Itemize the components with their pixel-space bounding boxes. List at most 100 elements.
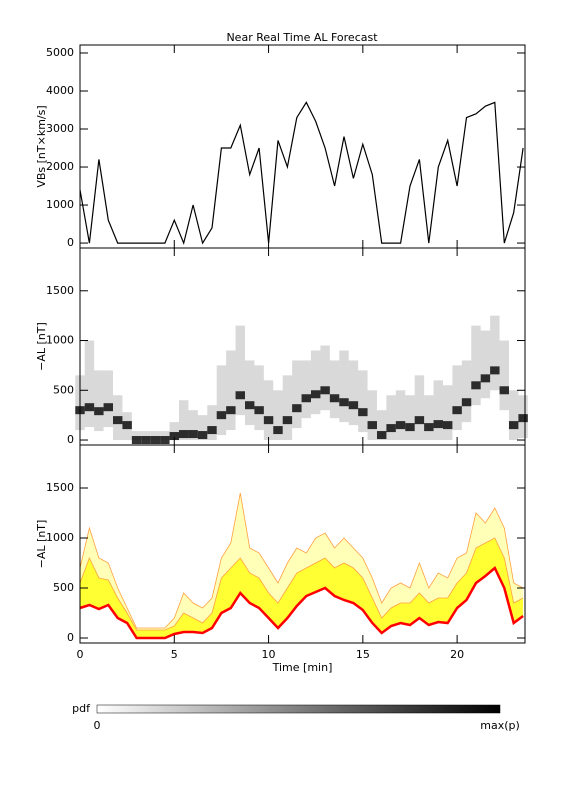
max-band [80,493,524,630]
y-tick-label: 2000 [46,160,74,173]
pdf-range [433,380,443,441]
pdf-range [348,360,359,426]
y-tick-label: 0 [67,433,74,446]
pdf-range [141,431,151,441]
pdf-mode [216,411,227,420]
y-tick-label: 0 [67,631,74,644]
pdf-range [178,400,189,441]
x-axis-label: Time [min] [272,661,333,674]
pdf-mode [235,391,245,400]
pdf-mode [348,401,359,410]
x-tick-label: 0 [77,648,84,661]
pdf-range [395,390,406,441]
colorbar-title: pdf [72,702,91,715]
pdf-mode [518,414,528,423]
pdf-mode [207,426,217,435]
pdf-mode [461,398,472,407]
colorbar-max: max(p) [480,719,520,732]
pdf-range [216,365,227,436]
pdf-range [471,325,481,406]
pdf-range [254,365,264,431]
pdf-range [273,390,283,441]
x-tick-label: 20 [450,648,464,661]
pdf-range [358,370,368,433]
pdf-mode [178,430,189,439]
pdf-range [461,360,472,423]
pdf-range [169,422,179,441]
y-tick-label: 0 [67,236,74,249]
pdf-range [160,431,170,441]
pdf-range [282,375,293,441]
pdf-mode [112,416,123,425]
upper-line [79,537,524,631]
median-line [79,565,524,640]
pdf-range [424,395,434,441]
pdf-range [376,410,387,441]
pdf-range [499,340,509,411]
pdf-range [442,385,453,441]
pdf-mode [301,394,311,403]
pdf-mode [490,366,500,375]
pdf-mode [169,432,179,441]
pdf-mode [244,401,255,410]
pdf-mode [263,416,274,425]
pdf-mode [329,394,340,403]
pdf-mode [292,404,302,413]
pdf-range [292,360,302,429]
y-tick-label: 1500 [46,481,74,494]
pdf-mode [310,390,321,399]
pdf-range [320,345,330,411]
pdf-mode [94,407,104,416]
pdf-mode [103,403,113,412]
pdf-range [188,410,198,441]
pdf-mode [339,398,349,407]
pdf-mode [226,406,236,415]
pdf-range [508,390,519,441]
pdf-mode [150,436,161,445]
y-axis-label: −AL [nT] [35,322,48,371]
pdf-range [480,330,491,399]
pdf-range [263,380,274,441]
pdf-range [207,405,217,441]
pdf-range [414,375,425,441]
pdf-range [226,350,236,431]
pdf-range [452,365,462,431]
y-tick-label: 1000 [46,531,74,544]
pdf-range [405,395,415,441]
y-tick-label: 3000 [46,122,74,135]
pdf-range [244,360,255,426]
x-tick-label: 15 [356,648,370,661]
pdf-mode [508,421,519,430]
data-line [79,101,524,246]
pdf-mode [395,421,406,430]
pdf-mode [197,431,208,440]
pdf-range [310,350,321,415]
pdf-mode [282,416,293,425]
y-tick-label: 5000 [46,46,74,59]
pdf-mode [188,430,198,439]
y-tick-label: 4000 [46,84,74,97]
pdf-mode [424,423,434,432]
x-tick-label: 10 [262,648,276,661]
pdf-mode [376,431,387,440]
y-tick-label: 500 [53,383,74,396]
pdf-range [131,431,142,441]
pdf-mode [433,420,443,429]
y-axis-label: −AL [nT] [35,520,48,569]
y-axis-label: VBs [nT×km/s] [35,105,48,187]
pdf-mode [480,374,491,383]
pdf-mode [84,403,95,412]
pdf-range [490,315,500,391]
pdf-range [235,325,245,416]
pdf-mode [131,436,142,445]
y-tick-label: 1500 [46,284,74,297]
pdf-mode [122,421,132,430]
x-tick-label: 5 [171,648,178,661]
pdf-mode [273,426,283,435]
y-tick-label: 1000 [46,334,74,347]
pdf-mode [254,406,264,415]
pdf-range [94,370,104,432]
pdf-mode [141,436,151,445]
pdf-range [84,340,95,428]
